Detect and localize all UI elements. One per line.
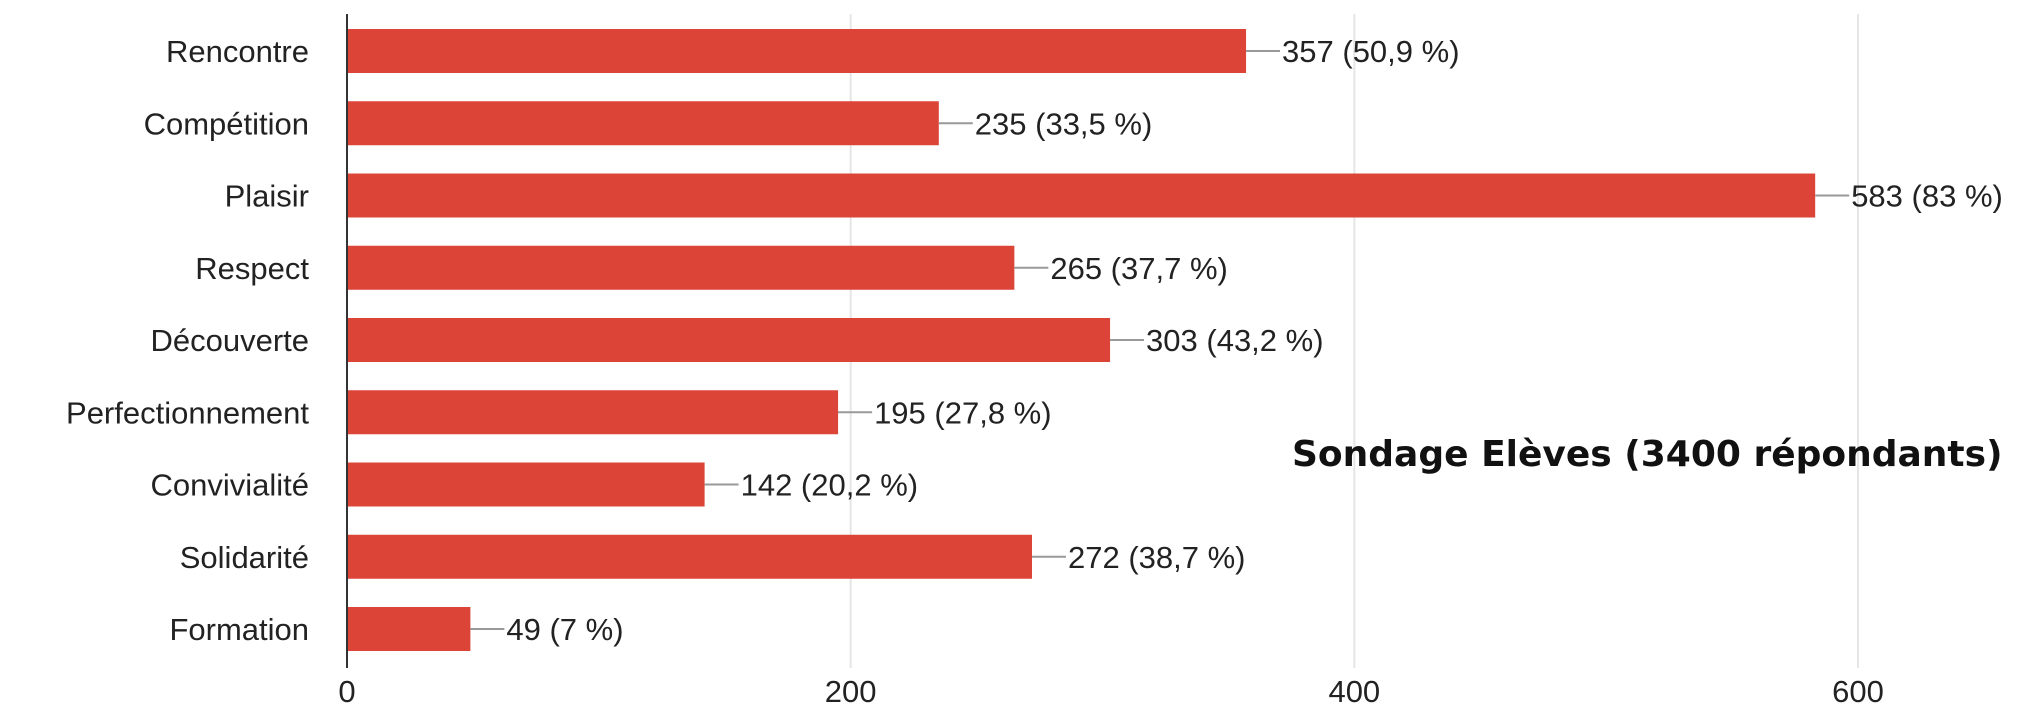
- data-label: 265 (37,7 %): [1050, 251, 1228, 286]
- category-label: Respect: [195, 251, 309, 286]
- category-label: Plaisir: [225, 179, 309, 214]
- bar-3: [347, 245, 1015, 290]
- bar-8: [347, 607, 471, 651]
- category-label: Perfectionnement: [66, 395, 309, 430]
- data-labels: 357 (50,9 %) 235 (33,5 %) 583 (83 %) 265 (3…: [506, 34, 2002, 647]
- data-label: 49 (7 %): [506, 612, 623, 647]
- bar-0: [347, 29, 1247, 73]
- bar-7: [347, 534, 1032, 579]
- data-label: 235 (33,5 %): [975, 106, 1153, 141]
- bar-6: [347, 462, 705, 507]
- data-label: 195 (27,8 %): [874, 395, 1051, 430]
- bar-5: [347, 390, 839, 435]
- bar-2: [347, 173, 1816, 218]
- x-tick-label: 200: [825, 674, 877, 709]
- bars: [347, 29, 1816, 651]
- category-label: Formation: [169, 612, 309, 647]
- category-label: Solidarité: [180, 540, 309, 575]
- data-label: 583 (83 %): [1851, 179, 2003, 214]
- category-label: Compétition: [144, 106, 309, 141]
- data-label: 142 (20,2 %): [741, 468, 919, 503]
- x-tick-labels: 0 200 400 600: [338, 674, 1883, 709]
- survey-annotation: Sondage Elèves (3400 répondants): [1292, 434, 2003, 475]
- leader-lines: [470, 50, 1850, 630]
- category-label: Rencontre: [166, 34, 309, 69]
- category-label: Découverte: [150, 323, 309, 358]
- category-label: Convivialité: [150, 468, 309, 503]
- category-labels: Rencontre Compétition Plaisir Respect Découv…: [66, 34, 309, 647]
- data-label: 272 (38,7 %): [1068, 540, 1246, 575]
- x-tick-label: 400: [1328, 674, 1380, 709]
- data-label: 303 (43,2 %): [1146, 323, 1324, 358]
- bar-4: [347, 318, 1111, 362]
- x-tick-label: 0: [338, 674, 355, 709]
- bar-1: [347, 101, 939, 146]
- data-label: 357 (50,9 %): [1282, 34, 1460, 69]
- x-tick-label: 600: [1832, 674, 1884, 709]
